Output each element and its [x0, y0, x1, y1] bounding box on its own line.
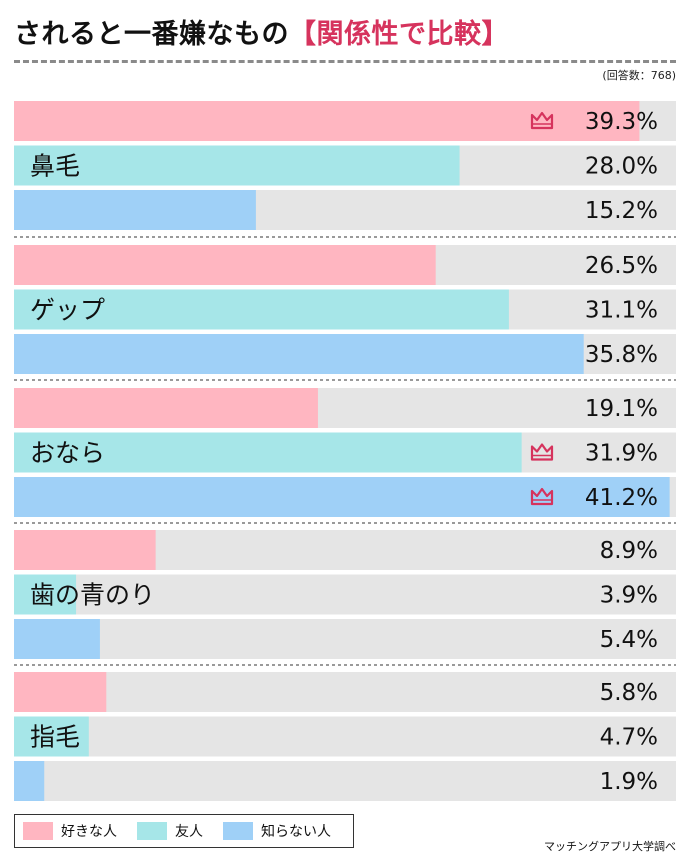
bar: [14, 761, 45, 801]
value-label: 15.2%: [585, 198, 658, 224]
legend-swatch-strangers: [223, 822, 253, 840]
value-label: 4.7%: [600, 725, 658, 751]
category-label: 鼻毛: [30, 152, 80, 181]
response-count-note: (回答数：768): [602, 69, 676, 82]
bar: [14, 289, 509, 330]
bar: [14, 145, 460, 186]
crown-icon: [530, 443, 554, 461]
category-label: ゲップ: [30, 296, 105, 325]
bar: [14, 530, 156, 570]
value-label: 35.8%: [585, 342, 658, 368]
bar-track: [14, 672, 676, 712]
value-label: 8.9%: [600, 538, 658, 564]
value-label: 28.0%: [585, 154, 658, 180]
title-divider: [14, 60, 676, 63]
value-label: 26.5%: [585, 253, 658, 279]
legend-swatch-likes: [23, 822, 53, 840]
bar: [14, 334, 584, 374]
bar-track: [14, 761, 676, 801]
value-label: 39.3%: [585, 109, 658, 135]
value-label: 31.1%: [585, 298, 658, 324]
legend-item-likes: 好きな人: [23, 821, 117, 841]
category-label: 指毛: [30, 723, 80, 752]
legend-label-likes: 好きな人: [61, 824, 117, 840]
bar: [14, 477, 670, 517]
legend-label-friends: 友人: [175, 824, 203, 840]
legend: 好きな人 友人 知らない人: [14, 814, 354, 848]
crown-icon: [530, 111, 554, 130]
crown-icon: [530, 487, 554, 506]
category-label: おなら: [30, 439, 105, 468]
value-label: 31.9%: [585, 441, 658, 467]
bar-track: [14, 619, 676, 659]
bar: [14, 619, 100, 659]
title-accent: 【関係性で比較】: [289, 19, 509, 50]
category-label: 歯の青のり: [30, 581, 155, 610]
legend-item-friends: 友人: [137, 821, 203, 841]
bar-track: [14, 716, 676, 757]
legend-label-strangers: 知らない人: [261, 824, 331, 840]
bar: [14, 574, 77, 615]
source-credit: マッチングアプリ大学調べ: [544, 840, 676, 853]
bar: [14, 190, 256, 230]
bar: [14, 245, 436, 285]
title-main: されると一番嫌なもの: [14, 19, 289, 50]
legend-swatch-friends: [137, 822, 167, 840]
value-label: 5.4%: [600, 627, 658, 653]
value-label: 3.9%: [600, 583, 658, 609]
value-label: 19.1%: [585, 396, 658, 422]
chart-title: されると一番嫌なもの【関係性で比較】: [14, 12, 509, 52]
bar: [14, 101, 640, 141]
value-label: 41.2%: [585, 485, 658, 511]
bar: [14, 432, 522, 473]
bar: [14, 672, 107, 712]
value-label: 1.9%: [600, 769, 658, 795]
value-label: 5.8%: [600, 680, 658, 706]
bar: [14, 716, 89, 757]
bar-track: [14, 574, 676, 615]
legend-item-strangers: 知らない人: [223, 821, 331, 841]
bar: [14, 388, 318, 428]
